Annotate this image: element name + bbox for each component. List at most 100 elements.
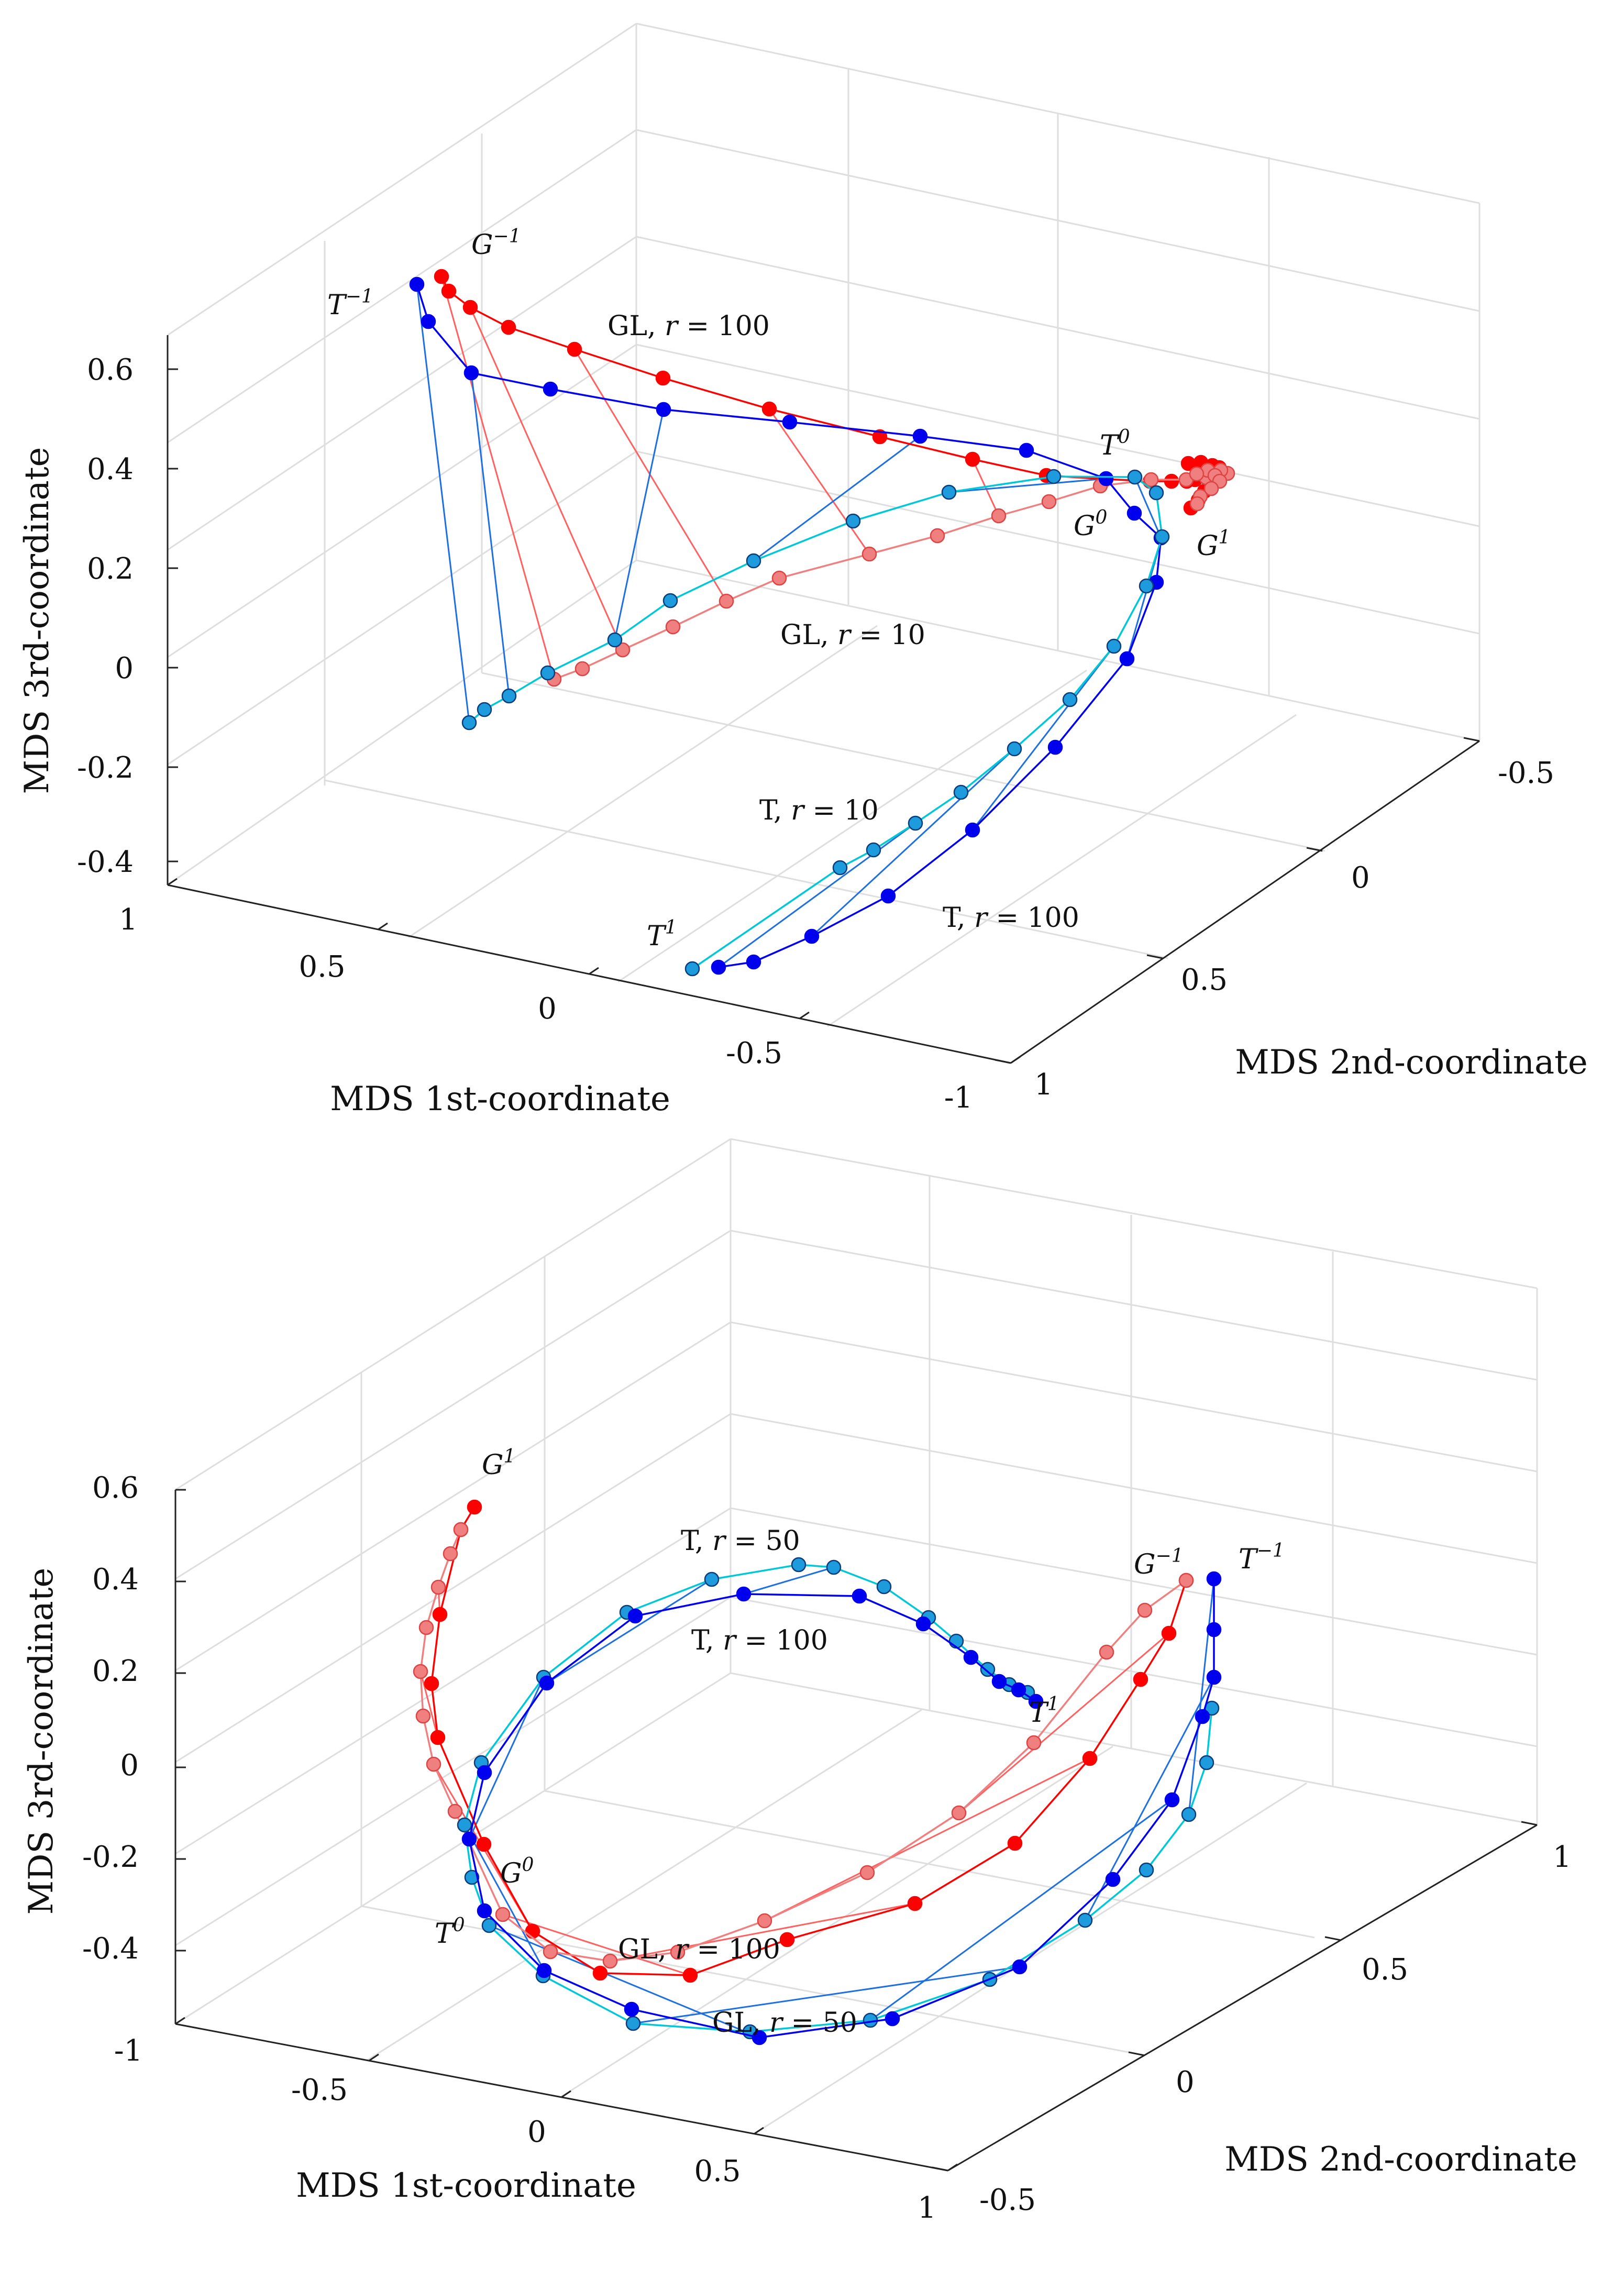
top-annotations: G−1 T−1 GL, r = 100 T0 G0 G1 GL, r = 10 … [327,226,1230,952]
top-point-t-r-10-5 [662,593,678,608]
annot-sup: 0 [1096,507,1108,528]
top-point-t-r-100-12 [1119,651,1135,667]
top-link-t-r-100-4 [614,409,665,640]
bottom-annot-t-end: T−1 [1239,1540,1285,1575]
top-point-gl-r-100-7 [872,429,888,445]
bottom-point-gl-r-100-11 [1007,1835,1023,1851]
top-point-t-r-10-0 [461,715,477,731]
top-link-t-r-100-10 [1134,477,1162,538]
top-point-gl-r-10-23 [1189,496,1205,512]
bottom-point-t-r-100-19 [1195,1709,1210,1724]
annot-base: T [435,1918,455,1950]
bottom-x-tick: 0.5 [694,2154,741,2188]
top-y-tick-labels: -0.5 0 0.5 1 [1034,756,1554,1102]
top-point-t-r-10-21 [684,961,700,977]
top-point-gl-r-10-21 [1203,481,1219,496]
annot-base: T [1100,430,1120,461]
annot-base: G [471,229,493,261]
top-point-t-r-100-7 [1019,442,1034,458]
bottom-point-gl-r-50-7 [447,1803,463,1819]
bottom-point-gl-r-100-5 [476,1836,492,1852]
top-link-t-r-100-2 [470,372,510,696]
bottom-point-gl-r-100-14 [1161,1625,1177,1641]
bottom-annot-t-zero: T0 [435,1914,465,1950]
top-y-tick: 0 [1351,861,1370,895]
bottom-point-t-r-100-1 [1011,1682,1026,1698]
bottom-link-t-r-50-18 [870,1799,1173,2021]
bottom-zlabel: MDS 3rd-coordinate [22,1568,61,1915]
bottom-y-axis-line [947,1824,1538,2172]
bottom-annot-t-low: T, r = 50 [681,1525,800,1557]
bottom-point-t-r-100-16 [1012,1959,1028,1975]
top-point-t-r-10-11 [1148,485,1164,501]
bottom-annot-t-high: T, r = 100 [691,1625,828,1656]
bottom-link-t-r-50-22 [1188,1578,1215,1815]
bottom-point-gl-r-100-3 [424,1676,439,1691]
bottom-point-t-r-100-22 [1206,1571,1222,1587]
annot-value: = 10 [850,619,925,651]
top-xlabel: MDS 1st-coordinate [330,1080,670,1119]
bottom-point-t-r-50-2 [980,1662,996,1677]
bottom-link-gl-r-100-14 [958,1632,1169,1814]
bottom-z-tick: 0 [120,1748,139,1783]
bottom-point-t-r-100-21 [1206,1622,1222,1637]
annot-base: T [1239,1544,1258,1575]
bottom-point-gl-r-50-8 [495,1907,511,1922]
bottom-point-t-r-50-13 [464,1869,480,1885]
bottom-series [413,1499,1222,2045]
bottom-point-gl-r-50-11 [670,1944,686,1960]
top-series-gl-r-10 [546,462,1235,687]
top-point-gl-r-100-8 [965,451,980,467]
annot-var: r [665,311,679,342]
top-point-t-r-10-14 [1106,638,1122,654]
top-z-tick: 0.4 [87,452,134,486]
annot-sup: −1 [1257,1540,1285,1562]
bottom-point-t-r-50-8 [704,1571,720,1587]
bottom-point-gl-r-50-2 [430,1579,446,1595]
bottom-link-gl-r-100-12 [764,1757,1090,1922]
bottom-point-t-r-100-18 [1164,1792,1180,1808]
top-point-t-r-100-4 [656,402,671,417]
top-point-t-r-100-0 [409,276,425,292]
annot-sup: 1 [1219,527,1231,548]
top-link-t-r-100-0 [416,284,470,723]
top-point-gl-r-100-0 [434,269,449,284]
bottom-annotations: G1 T, r = 50 G−1 T−1 T, r = 100 T1 G0 T0… [435,1446,1285,2039]
top-point-t-r-10-4 [607,632,623,648]
bottom-z-tick: 0.2 [92,1654,139,1688]
top-point-gl-r-100-2 [462,300,478,315]
bottom-x-tick: 0 [527,2115,546,2149]
top-y-tick: 1 [1034,1068,1053,1102]
top-point-t-r-10-13 [1139,578,1154,594]
bottom-z-tick-labels: 0.6 0.4 0.2 0 -0.2 -0.4 [82,1471,139,1966]
bottom-point-t-r-100-11 [477,1903,492,1919]
top-point-t-r-100-3 [543,381,558,397]
bottom-link-t-r-50-14 [489,1924,760,2039]
annot-value: = 100 [736,1625,828,1656]
top-annot-g-one: G1 [1197,527,1230,562]
bottom-point-t-r-50-21 [1139,1862,1154,1878]
top-point-gl-r-100-4 [567,341,582,357]
annot-sup: 1 [665,917,677,938]
top-annot-t-end: T−1 [327,286,373,321]
top-point-gl-r-10-5 [771,570,787,586]
annot-var: r [837,619,852,651]
top-point-t-r-10-20 [832,860,848,876]
bottom-point-t-r-50-6 [826,1559,842,1575]
top-x-tick: 0 [538,992,557,1026]
top-point-t-r-100-13 [1047,739,1063,755]
top-point-t-r-10-16 [1007,741,1022,757]
bottom-axes [174,1489,1538,2172]
annot-sup: 1 [1047,1694,1059,1715]
annot-sup: 0 [453,1914,465,1936]
bottom-point-t-r-100-7 [627,1608,643,1624]
bottom-point-gl-r-50-17 [1137,1602,1153,1618]
annot-var: r [974,902,989,934]
top-point-gl-r-10-4 [719,593,734,609]
bottom-point-gl-r-50-15 [1026,1735,1042,1751]
bottom-point-t-r-100-2 [991,1674,1007,1689]
top-point-gl-r-10-2 [615,642,631,658]
bottom-point-t-r-100-9 [477,1765,492,1780]
top-link-t-r-100-16 [811,748,1015,937]
annot-sup: −1 [346,286,373,307]
